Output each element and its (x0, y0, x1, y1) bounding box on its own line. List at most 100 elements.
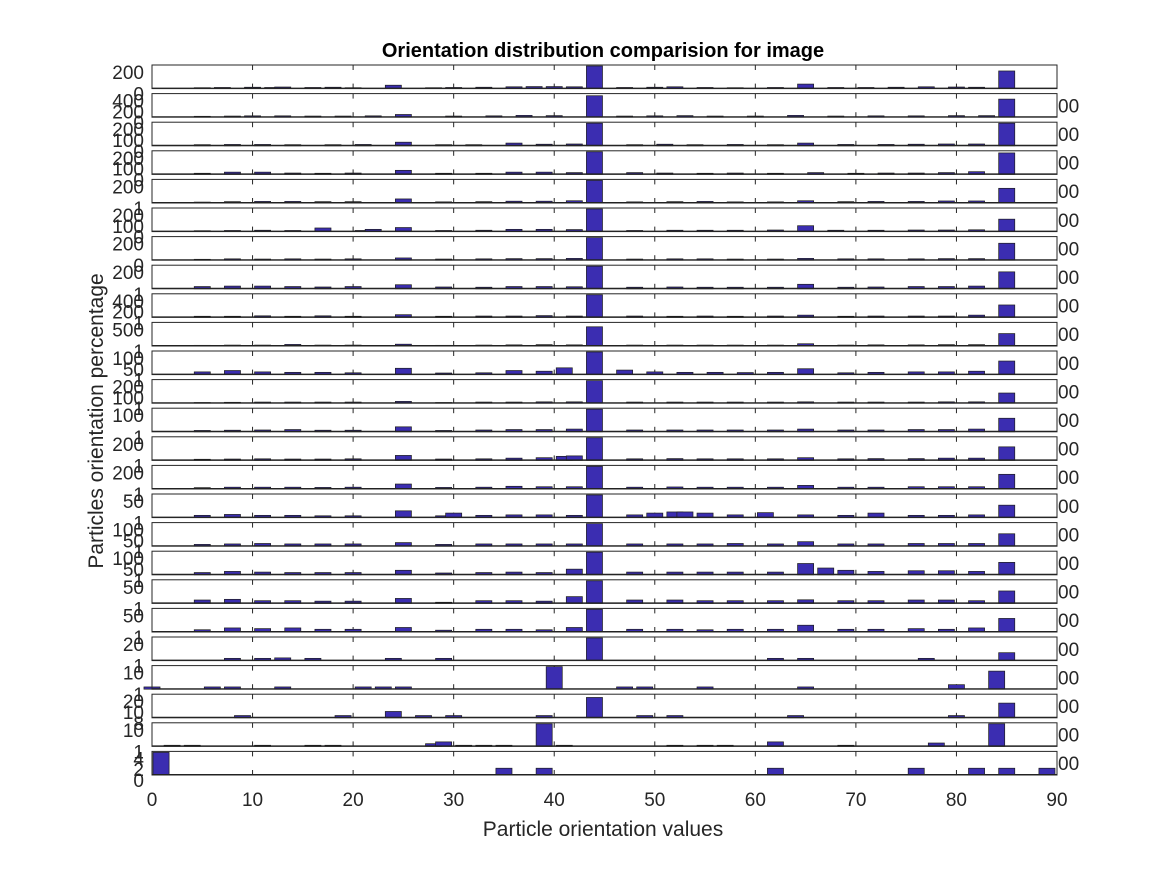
y-tick-label: 100 (112, 217, 144, 238)
right-axis-label: 00 (1058, 554, 1079, 575)
histogram-bar (586, 637, 603, 661)
histogram-bar (586, 609, 603, 633)
y-tick-label: 10 (123, 721, 144, 742)
histogram-bar (998, 98, 1016, 118)
y-tick-label: 50 (123, 360, 144, 381)
y-tick-label: 200 (112, 435, 144, 456)
histogram-bar (998, 504, 1016, 518)
panel-frame (151, 750, 1058, 776)
y-tick-label: 100 (112, 406, 144, 427)
subplot-panels: 2000400200000200100000200100000200100200… (112, 63, 1079, 792)
histogram-bar (998, 333, 1016, 347)
subplot-panel: 501 00 (123, 578, 1079, 621)
histogram-bar (586, 580, 603, 604)
right-axis-label: 00 (1058, 497, 1079, 518)
y-tick-label: 50 (123, 492, 144, 513)
x-tick-label: 30 (443, 790, 464, 811)
right-axis-label: 00 (1058, 325, 1079, 346)
histogram-bar (797, 563, 815, 576)
right-axis-label: 00 (1058, 411, 1079, 432)
histogram-bar (998, 218, 1016, 232)
histogram-bar (998, 304, 1016, 318)
panel-frame (151, 665, 1058, 690)
histogram-bar (586, 697, 603, 719)
right-axis-label: 00 (1058, 125, 1079, 146)
y-tick-label: 1 (133, 342, 144, 363)
right-axis-label: 00 (1058, 354, 1079, 375)
histogram-bar (998, 242, 1016, 261)
y-tick-label: 8 (133, 714, 144, 735)
x-tick-label: 70 (845, 790, 866, 811)
histogram-bar (998, 446, 1016, 461)
right-axis-label: 00 (1058, 268, 1079, 289)
histogram-bar (998, 187, 1016, 204)
subplot-panel: 501 00 (123, 606, 1079, 649)
y-tick-label: 1 (133, 313, 144, 334)
histogram-bar (998, 417, 1016, 433)
histogram-bar (998, 590, 1016, 604)
histogram-bar (998, 702, 1016, 719)
right-axis-label: 00 (1058, 96, 1079, 117)
panel-frame (151, 550, 1058, 576)
right-axis-label: 00 (1058, 182, 1079, 203)
y-tick-label: 20 (123, 692, 144, 713)
histogram-bar (988, 670, 1006, 690)
panel-frame (151, 522, 1058, 547)
histogram-bar (998, 562, 1016, 576)
histogram-bar (586, 437, 603, 461)
histogram-bar (495, 767, 513, 776)
y-tick-label: 200 (112, 378, 144, 399)
x-tick-label: 60 (745, 790, 766, 811)
y-tick-label: 0 (133, 85, 144, 106)
histogram-bar (1038, 767, 1056, 776)
y-tick-label: 200 (112, 149, 144, 170)
panel-frame (151, 264, 1058, 290)
right-axis-label: 00 (1058, 697, 1079, 718)
histogram-bar (586, 95, 603, 118)
y-tick-label: 0 (133, 228, 144, 249)
x-tick-label: 80 (946, 790, 967, 811)
y-tick-label: 50 (123, 606, 144, 627)
right-axis-label: 00 (1058, 440, 1079, 461)
histogram-bar (998, 392, 1016, 404)
histogram-bar (586, 180, 603, 204)
histogram-bar (586, 408, 603, 433)
y-tick-label: 1 (133, 571, 144, 592)
panel-frame (151, 293, 1058, 318)
histogram-bar (998, 271, 1016, 290)
right-axis-label: 00 (1058, 754, 1079, 775)
panel-frame (151, 722, 1058, 747)
y-tick-label: 1 (133, 657, 144, 678)
y-tick-label: 50 (123, 560, 144, 581)
right-axis-label: 00 (1058, 640, 1079, 661)
panel-frame (151, 464, 1058, 490)
subplot-panel: 201 00 (123, 635, 1079, 678)
right-axis-label: 00 (1058, 211, 1079, 232)
histogram-bar (988, 723, 1006, 747)
x-tick-label: 50 (644, 790, 665, 811)
histogram-bar (586, 237, 603, 261)
panel-frame (151, 93, 1058, 118)
histogram-bar (998, 767, 1016, 776)
panel-frame (151, 64, 1058, 90)
panel-frame (151, 379, 1058, 404)
y-tick-label: 1 (133, 514, 144, 535)
histogram-bar (394, 510, 412, 518)
panel-frame (151, 178, 1058, 204)
y-tick-label: 10 (123, 664, 144, 685)
y-tick-label: 100 (112, 349, 144, 370)
y-tick-label: 100 (112, 131, 144, 152)
histogram-bar (545, 666, 563, 690)
